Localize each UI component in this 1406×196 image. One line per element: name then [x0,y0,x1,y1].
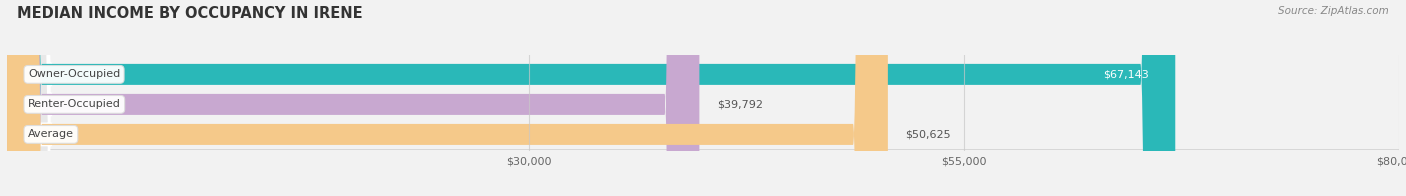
Text: Average: Average [28,129,75,139]
FancyBboxPatch shape [7,0,1175,196]
FancyBboxPatch shape [7,0,887,196]
FancyBboxPatch shape [7,0,699,196]
FancyBboxPatch shape [0,0,51,196]
Text: Source: ZipAtlas.com: Source: ZipAtlas.com [1278,6,1389,16]
Text: Owner-Occupied: Owner-Occupied [28,69,120,79]
FancyBboxPatch shape [0,0,51,196]
Text: Renter-Occupied: Renter-Occupied [28,99,121,109]
Text: MEDIAN INCOME BY OCCUPANCY IN IRENE: MEDIAN INCOME BY OCCUPANCY IN IRENE [17,6,363,21]
Text: $67,143: $67,143 [1104,69,1149,79]
Text: $39,792: $39,792 [717,99,763,109]
FancyBboxPatch shape [0,0,51,196]
Text: $50,625: $50,625 [905,129,950,139]
